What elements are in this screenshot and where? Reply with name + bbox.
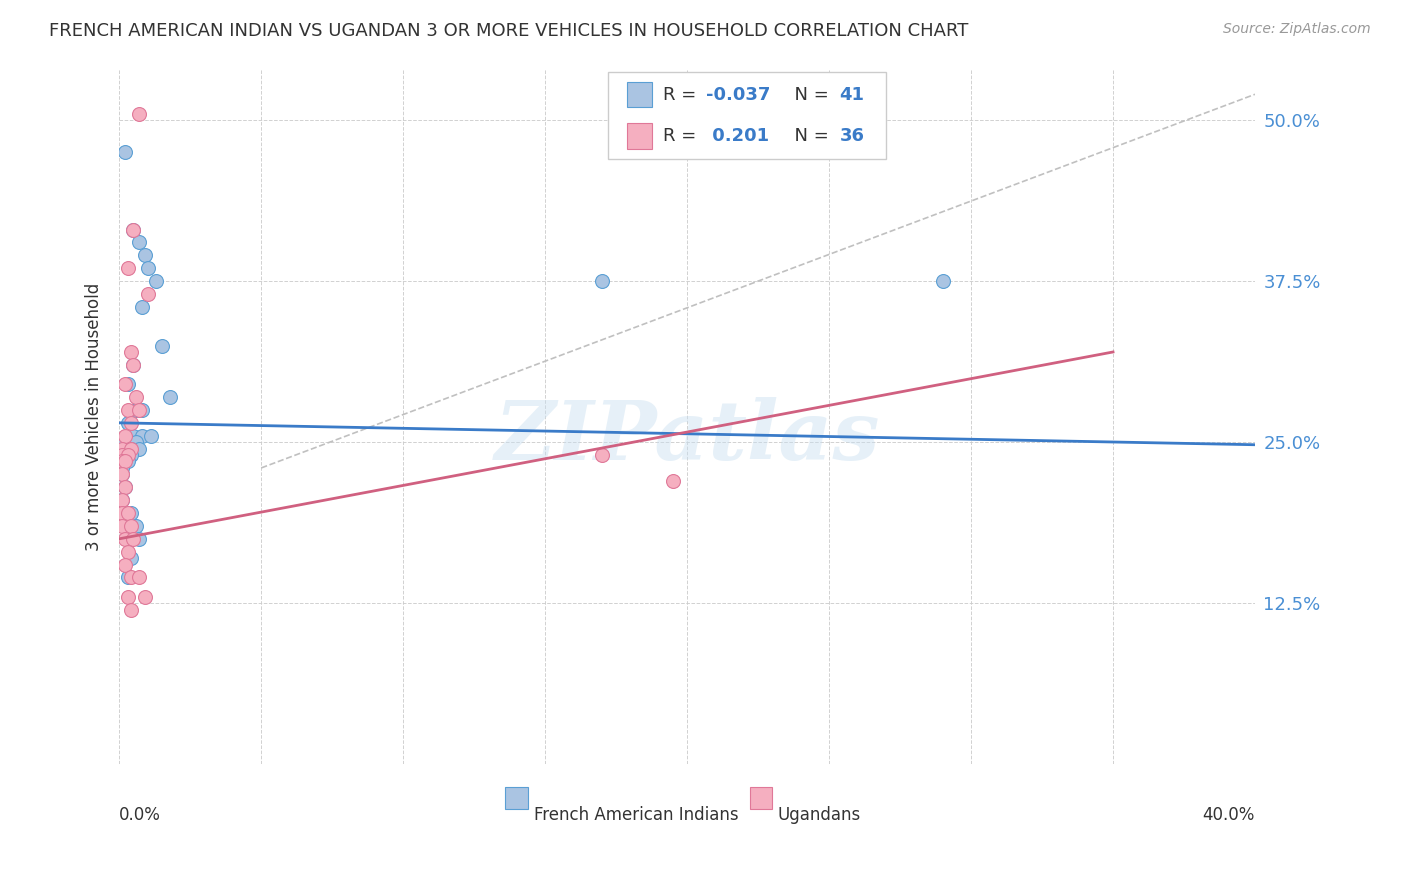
Text: ZIPatlas: ZIPatlas [495,397,880,477]
Point [136,261,159,276]
Point [122,358,145,372]
Point [120,442,142,456]
Text: FRENCH AMERICAN INDIAN VS UGANDAN 3 OR MORE VEHICLES IN HOUSEHOLD CORRELATION CH: FRENCH AMERICAN INDIAN VS UGANDAN 3 OR M… [49,22,969,40]
Point [128,235,150,250]
Point [111,454,134,468]
Text: N =: N = [783,86,834,104]
Text: R =: R = [664,86,702,104]
Point [111,493,134,508]
Text: N =: N = [783,127,834,145]
Text: 0.0%: 0.0% [120,806,162,824]
Text: 40.0%: 40.0% [1202,806,1256,824]
Point [128,106,150,120]
Point [591,274,613,288]
FancyBboxPatch shape [627,123,652,149]
Point [120,532,142,546]
Point [114,558,136,572]
Point [122,222,145,236]
Point [128,442,150,456]
Point [114,506,136,520]
Point [139,428,162,442]
Point [114,480,136,494]
Point [117,544,139,558]
Text: Ugandans: Ugandans [778,806,862,824]
Point [136,287,159,301]
Point [128,532,150,546]
Point [120,519,142,533]
Point [131,428,153,442]
FancyBboxPatch shape [505,788,529,810]
Point [931,274,953,288]
Point [117,261,139,276]
Point [125,390,148,404]
Text: -0.037: -0.037 [706,86,770,104]
Point [120,448,142,462]
Point [111,519,134,533]
Point [134,590,156,604]
Point [117,448,139,462]
Point [111,467,134,482]
Point [120,570,142,584]
Point [122,222,145,236]
Text: 41: 41 [839,86,865,104]
Point [114,145,136,160]
Point [117,403,139,417]
Point [114,428,136,442]
Point [125,519,148,533]
Point [125,435,148,450]
Point [111,493,134,508]
Point [122,532,145,546]
Point [591,448,613,462]
Point [117,416,139,430]
Point [117,377,139,392]
Point [117,506,139,520]
Point [134,248,156,262]
Point [117,590,139,604]
Point [128,403,150,417]
Point [125,403,148,417]
Point [120,416,142,430]
Point [111,448,134,462]
Text: 36: 36 [839,127,865,145]
Point [662,474,685,488]
Point [114,480,136,494]
Text: R =: R = [664,127,702,145]
Text: 0.201: 0.201 [706,127,769,145]
Point [159,390,181,404]
Point [114,454,136,468]
Point [150,338,173,352]
Text: Source: ZipAtlas.com: Source: ZipAtlas.com [1223,22,1371,37]
Point [111,435,134,450]
FancyBboxPatch shape [749,788,772,810]
Point [131,300,153,314]
Y-axis label: 3 or more Vehicles in Household: 3 or more Vehicles in Household [86,282,103,550]
Point [111,442,134,456]
Point [117,519,139,533]
Point [117,454,139,468]
Point [111,454,134,468]
Point [120,506,142,520]
Point [114,448,136,462]
Point [122,428,145,442]
Point [120,602,142,616]
Point [114,442,136,456]
Point [120,345,142,359]
Point [122,358,145,372]
Point [111,506,134,520]
FancyBboxPatch shape [627,82,652,107]
Text: French American Indians: French American Indians [534,806,738,824]
Point [114,532,136,546]
Point [111,467,134,482]
Point [117,570,139,584]
Point [128,570,150,584]
Point [111,461,134,475]
Point [120,551,142,566]
Point [114,377,136,392]
Point [120,442,142,456]
Point [145,274,167,288]
FancyBboxPatch shape [607,72,886,159]
Point [117,435,139,450]
Point [131,403,153,417]
